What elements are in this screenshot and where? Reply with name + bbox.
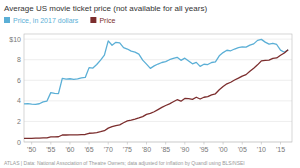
y-tick-label: 4 — [17, 97, 21, 104]
chart: Average US movie ticket price (not avail… — [0, 0, 300, 168]
x-tick-label: '90 — [180, 146, 189, 153]
legend-swatch — [90, 17, 96, 23]
series-line — [24, 50, 288, 139]
x-tick — [261, 142, 262, 145]
x-tick — [127, 142, 128, 145]
footer: ATLAS | Data: National Association of Th… — [4, 160, 245, 166]
x-tick — [165, 142, 166, 145]
x-tick-label: '15 — [276, 146, 285, 153]
legend-label: Price — [99, 17, 115, 24]
grid-line — [24, 121, 292, 122]
y-tick-label: 0 — [17, 139, 21, 146]
legend-label: Price, in 2017 dollars — [13, 17, 79, 24]
grid-line — [24, 80, 292, 81]
x-tick-label: '70 — [104, 146, 113, 153]
x-tick-label: '95 — [199, 146, 208, 153]
x-tick-label: '05 — [238, 146, 247, 153]
y-tick-label: 8 — [17, 56, 21, 63]
x-tick — [108, 142, 109, 145]
x-tick — [31, 142, 32, 145]
legend-swatch — [4, 17, 10, 23]
grid-line — [24, 59, 292, 60]
x-tick — [50, 142, 51, 145]
x-tick — [203, 142, 204, 145]
y-tick-label: 2 — [17, 118, 21, 125]
y-tick-label: $10 — [9, 36, 21, 43]
plot-area — [24, 39, 288, 138]
x-tick — [242, 142, 243, 145]
x-tick-label: '80 — [142, 146, 151, 153]
x-tick-label: '00 — [219, 146, 228, 153]
x-tick-label: '85 — [161, 146, 170, 153]
x-tick — [69, 142, 70, 145]
grid-line — [24, 100, 292, 101]
x-tick — [146, 142, 147, 145]
x-tick-label: '55 — [46, 146, 55, 153]
x-tick — [89, 142, 90, 145]
x-tick — [184, 142, 185, 145]
y-tick-label: 6 — [17, 77, 21, 84]
title: Average US movie ticket price (not avail… — [4, 4, 207, 13]
x-tick-label: '65 — [85, 146, 94, 153]
x-tick-label: '50 — [27, 146, 36, 153]
x-tick-label: '60 — [65, 146, 74, 153]
x-tick-label: '75 — [123, 146, 132, 153]
plot-frame — [24, 34, 292, 142]
x-tick — [223, 142, 224, 145]
grid-line — [24, 39, 292, 40]
x-tick-label: '10 — [257, 146, 266, 153]
x-tick — [280, 142, 281, 145]
